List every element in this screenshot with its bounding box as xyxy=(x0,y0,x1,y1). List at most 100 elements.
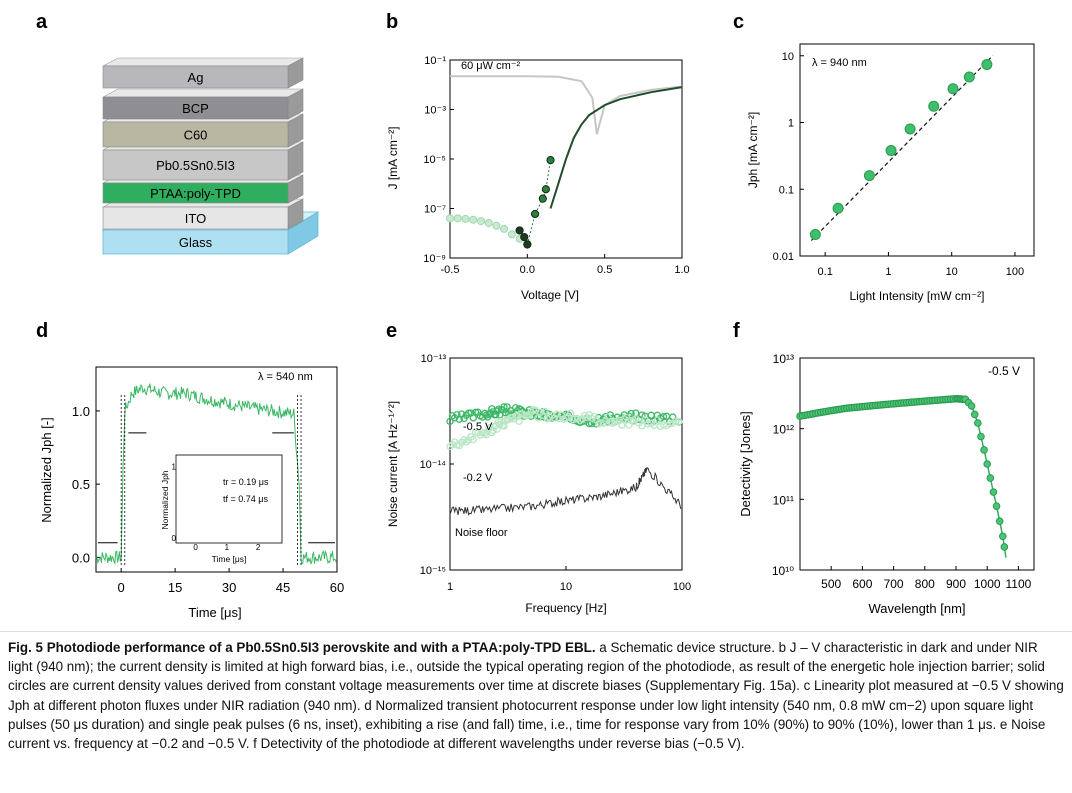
f-point xyxy=(1000,543,1009,551)
d-xtick-label: 60 xyxy=(330,580,344,595)
e-point-1 xyxy=(469,435,477,444)
panel-f-annotation: -0.5 V xyxy=(988,364,1020,378)
caption-body: a Schematic device structure. b J – V ch… xyxy=(8,640,1064,752)
f-point xyxy=(974,419,982,427)
caption-rule xyxy=(0,631,1072,632)
d-xtick-label: 30 xyxy=(222,580,236,595)
f-point xyxy=(967,402,976,410)
e-point-0 xyxy=(659,413,668,421)
f-point xyxy=(983,460,992,468)
f-ytick-label: 10¹² xyxy=(773,423,794,437)
e-xtick-label: 100 xyxy=(673,581,691,593)
b-open-point xyxy=(469,215,478,224)
f-point xyxy=(999,532,1007,541)
panel-d-inset-xlabel: Time [μs] xyxy=(212,554,247,564)
e-point-0 xyxy=(647,411,655,419)
c-xtick-label: 0.1 xyxy=(818,266,833,278)
panel-c-xlabel: Light Intensity [mW cm⁻²] xyxy=(849,289,984,303)
f-ytick-label: 10¹¹ xyxy=(773,493,794,507)
panel-f-detectivity-chart: 500 600 700 800 900 1000 1100 10¹⁰ 10¹¹ 10¹² 10¹³ xyxy=(772,352,1035,591)
panel-c-linearity-chart: 0.1 1 10 100 0.01 0.1 1 10 xyxy=(773,43,1035,278)
d-ytick-label: 0.5 xyxy=(72,477,90,492)
c-ytick-label: 10 xyxy=(782,51,794,63)
panel-letter-e: e xyxy=(386,320,397,342)
d-inset-xtick: 0 xyxy=(193,543,198,552)
e-ytick-label: 10⁻¹⁵ xyxy=(420,565,446,577)
e-point-0 xyxy=(492,410,500,419)
c-point xyxy=(885,145,897,157)
f-ytick-label: 10¹³ xyxy=(773,352,794,366)
f-xtick-label: 1000 xyxy=(974,577,1001,591)
c-ytick-label: 0.1 xyxy=(779,184,794,196)
e-point-1 xyxy=(501,417,509,425)
f-ytick-label: 10¹⁰ xyxy=(772,564,794,578)
panel-letter-f: f xyxy=(733,320,740,342)
b-xtick-label: 1.0 xyxy=(674,264,689,276)
c-point xyxy=(809,228,821,240)
panel-c-annotation: λ = 940 nm xyxy=(812,57,867,69)
d-inset-ytick: 0 xyxy=(172,534,177,543)
panel-b-ylabel: J [mA cm⁻²] xyxy=(386,127,400,190)
panel-f-xlabel: Wavelength [nm] xyxy=(868,601,965,616)
panel-letter-d: d xyxy=(36,320,48,342)
panel-c-ylabel: Jph [mA cm⁻²] xyxy=(746,112,760,188)
layer-label-0: Ag xyxy=(188,70,204,85)
panel-f-ylabel: Detectivity [Jones] xyxy=(738,411,753,517)
d-xtick-label: 0 xyxy=(118,580,125,595)
panel-letter-b: b xyxy=(386,11,398,33)
b-open-point xyxy=(476,217,485,226)
b-xtick-label: -0.5 xyxy=(441,264,460,276)
b-ytick-label: 10⁻⁷ xyxy=(424,204,446,216)
f-xtick-label: 800 xyxy=(915,577,935,591)
d-inset-ytick: 1 xyxy=(172,463,177,472)
panel-e-xlabel: Frequency [Hz] xyxy=(525,601,606,615)
d-xtick-label: 45 xyxy=(276,580,290,595)
layer-label-3: Pb0.5Sn0.5I3 xyxy=(156,158,235,173)
c-ytick-label: 0.01 xyxy=(773,251,794,263)
e-point-1 xyxy=(672,417,680,425)
f-point xyxy=(995,517,1004,526)
b-series-dark xyxy=(549,86,683,209)
layer-label-6: Glass xyxy=(179,235,213,250)
f-point xyxy=(977,432,985,441)
panel-e-label-02: -0.2 V xyxy=(463,472,493,484)
layer-1: BCP xyxy=(102,88,304,120)
f-xtick-label: 500 xyxy=(821,577,841,591)
panel-d-ylabel: Normalized Jph [-] xyxy=(39,417,54,522)
f-xtick-label: 700 xyxy=(884,577,904,591)
layer-label-1: BCP xyxy=(182,101,209,116)
b-ytick-label: 10⁻³ xyxy=(424,105,446,117)
panel-e-ylabel: Noise current [A Hz⁻¹ᐟ²] xyxy=(386,401,400,527)
panel-e-label-noise: Noise floor xyxy=(455,527,508,539)
layer-label-4: PTAA:poly-TPD xyxy=(150,186,241,201)
b-ytick-label: 10⁻⁵ xyxy=(423,154,446,166)
e-ytick-label: 10⁻¹³ xyxy=(421,353,447,365)
c-point xyxy=(963,71,975,83)
panel-d-inset: tr = 0.19 μs tf = 0.74 μs Time [μs] Norm… xyxy=(160,454,283,564)
b-open-point xyxy=(484,218,493,227)
e-point-0 xyxy=(464,409,473,417)
f-point xyxy=(989,488,998,496)
b-solid-point xyxy=(530,209,540,219)
d-ytick-label: 1.0 xyxy=(72,404,90,419)
layer-5: ITO xyxy=(102,198,304,230)
d-xtick-label: 15 xyxy=(168,580,182,595)
b-ytick-label: 10⁻¹ xyxy=(424,55,446,67)
figure-caption: Fig. 5 Photodiode performance of a Pb0.5… xyxy=(8,638,1064,753)
b-open-point xyxy=(461,214,470,223)
e-point-1 xyxy=(653,416,662,424)
c-point xyxy=(904,123,916,135)
e-point-1 xyxy=(666,420,674,428)
c-xtick-label: 1 xyxy=(885,266,891,278)
b-open-point xyxy=(453,214,462,223)
panel-e-label-05: -0.5 V xyxy=(463,421,493,433)
d-inset-xtick: 1 xyxy=(225,543,230,552)
c-point xyxy=(947,83,959,95)
d-ytick-label: 0.0 xyxy=(72,550,90,565)
panel-e-noise-chart: 1 10 100 10⁻¹⁵ 10⁻¹⁴ 10⁻¹³ xyxy=(420,353,692,593)
b-solid-point xyxy=(515,226,524,235)
panel-letter-a: a xyxy=(36,11,48,33)
c-ytick-label: 1 xyxy=(788,118,794,130)
figure: a b c d e f Glass ITO PTAA:poly-TPD Pb0.5Sn… xyxy=(36,11,1035,620)
f-point xyxy=(980,446,988,454)
